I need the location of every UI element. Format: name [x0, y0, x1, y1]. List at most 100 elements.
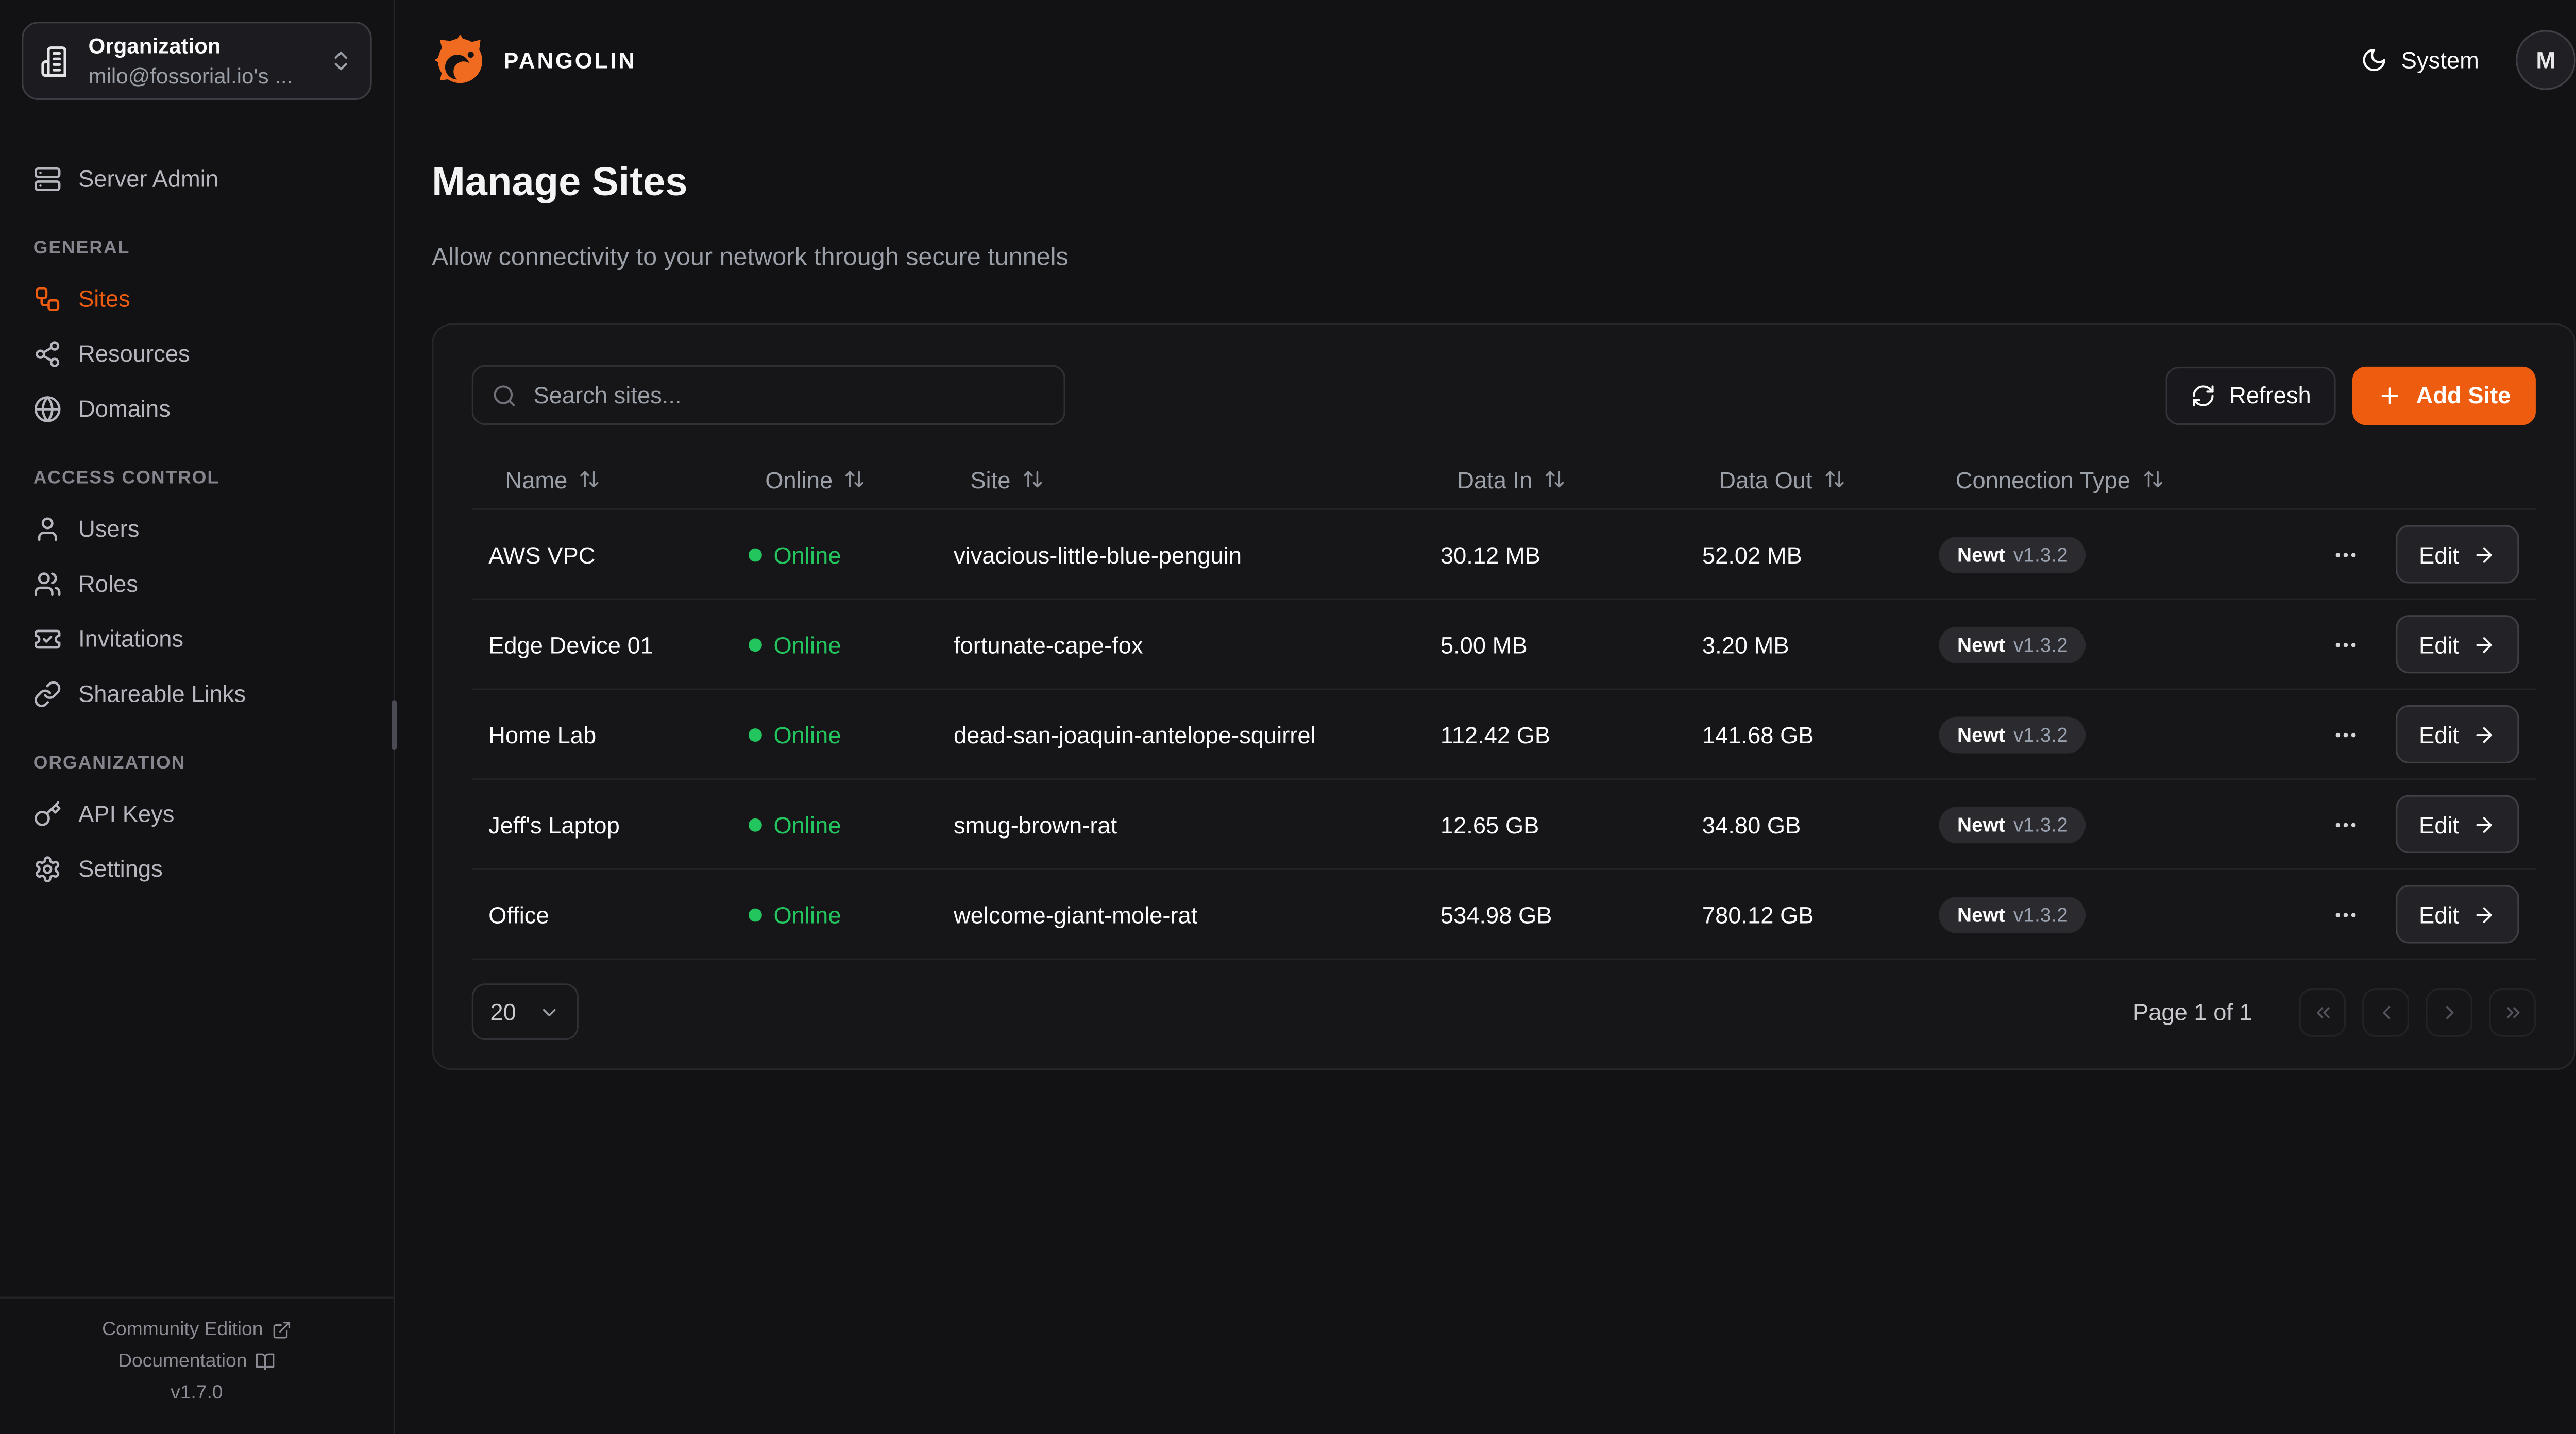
connection-type-cell: Newt v1.3.2 [1922, 896, 2202, 933]
community-edition-link[interactable]: Community Edition [13, 1319, 380, 1339]
sort-icon [846, 471, 865, 488]
row-menu-button[interactable] [2332, 721, 2359, 748]
online-label: Online [773, 541, 841, 568]
sidebar-item-domains[interactable]: Domains [20, 388, 374, 429]
sidebar-item-label: Users [78, 515, 140, 542]
row-menu-button[interactable] [2332, 631, 2359, 658]
add-site-label: Add Site [2416, 382, 2511, 409]
sidebar-resize-handle[interactable] [392, 700, 397, 750]
connection-type-cell: Newt v1.3.2 [1922, 806, 2202, 843]
sidebar-item-sites[interactable]: Sites [20, 278, 374, 318]
previous-page-button[interactable] [2362, 987, 2409, 1036]
share-icon [36, 340, 60, 367]
page-size-select[interactable]: 20 [471, 983, 579, 1040]
sidebar-item-settings[interactable]: Settings [20, 848, 374, 889]
search-input[interactable] [530, 380, 1045, 411]
table-header: Name Online Site Data In Data Out Connec… [471, 450, 2536, 510]
online-label: Online [773, 631, 841, 658]
edit-button[interactable]: Edit [2395, 705, 2519, 764]
online-label: Online [773, 811, 841, 838]
sidebar-item-users[interactable]: Users [20, 508, 374, 549]
sites-table-card: Refresh Add Site Name Online Site Data I… [432, 323, 2576, 1070]
sidebar-item-label: Resources [78, 340, 190, 367]
column-header-online[interactable]: Online [732, 466, 937, 492]
theme-selector-button[interactable]: System [2361, 47, 2479, 73]
online-dot [748, 548, 762, 561]
edit-button[interactable]: Edit [2395, 795, 2519, 854]
avatar-initial: M [2536, 46, 2556, 74]
arrow-right-icon [2476, 547, 2492, 562]
chevrons-left-icon [2316, 1006, 2329, 1018]
first-page-button[interactable] [2299, 987, 2346, 1036]
data-out-cell: 34.80 GB [1702, 811, 1801, 838]
chevrons-right-icon [2506, 1006, 2519, 1018]
column-header-data-in[interactable]: Data In [1424, 466, 1686, 492]
sidebar-footer: Community Edition Documentation v1.7.0 [0, 1295, 394, 1434]
row-menu-button[interactable] [2332, 811, 2359, 838]
last-page-button[interactable] [2489, 987, 2536, 1036]
row-actions-cell: Edit [2202, 615, 2536, 674]
row-menu-button[interactable] [2332, 541, 2359, 568]
site-slug-cell: dead-san-joaquin-antelope-squirrel [953, 721, 1316, 748]
online-status-cell: Online [732, 901, 937, 928]
sidebar-nav: Server Admin GENERAL Sites Resources Dom… [0, 122, 394, 1296]
community-edition-label: Community Edition [102, 1319, 263, 1340]
next-page-button[interactable] [2426, 987, 2472, 1036]
online-dot [748, 817, 762, 831]
sidebar-item-api-keys[interactable]: API Keys [20, 793, 374, 833]
page-title: Manage Sites [432, 160, 688, 206]
site-name-cell: Jeff's Laptop [488, 811, 620, 838]
edit-button[interactable]: Edit [2395, 615, 2519, 674]
row-menu-button[interactable] [2332, 901, 2359, 928]
site-name-cell: Home Lab [488, 721, 597, 748]
organization-selector[interactable]: Organization milo@fossorial.io's ... [22, 22, 372, 100]
sidebar-item-server-admin[interactable]: Server Admin [20, 158, 374, 198]
sidebar-item-roles[interactable]: Roles [20, 564, 374, 604]
sidebar-item-label: Settings [78, 855, 163, 882]
refresh-label: Refresh [2229, 382, 2311, 409]
data-in-cell: 5.00 MB [1440, 631, 1528, 658]
add-site-button[interactable]: Add Site [2352, 366, 2536, 424]
sidebar-item-label: API Keys [78, 800, 175, 827]
column-header-name[interactable]: Name [472, 466, 732, 492]
sidebar-item-label: Invitations [78, 625, 184, 652]
site-slug-cell: smug-brown-rat [953, 811, 1117, 838]
edit-button[interactable]: Edit [2395, 885, 2519, 944]
ellipsis-icon [2335, 912, 2356, 917]
user-avatar[interactable]: M [2516, 30, 2576, 90]
documentation-link[interactable]: Documentation [13, 1351, 380, 1371]
row-actions-cell: Edit [2202, 795, 2536, 854]
data-out-cell: 780.12 GB [1702, 901, 1814, 928]
arrow-right-icon [2476, 636, 2492, 653]
page-subtitle: Allow connectivity to your network throu… [432, 243, 1069, 272]
ticket-check-icon [35, 629, 61, 648]
online-status-cell: Online [732, 541, 937, 568]
ellipsis-icon [2335, 642, 2356, 647]
moon-icon [2363, 48, 2386, 72]
ellipsis-icon [2335, 732, 2356, 737]
section-label-access-control: ACCESS CONTROL [33, 468, 220, 489]
column-header-site[interactable]: Site [937, 466, 1424, 492]
site-slug-cell: fortunate-cape-fox [953, 631, 1143, 658]
column-header-data-out[interactable]: Data Out [1686, 466, 1923, 492]
sidebar-item-invitations[interactable]: Invitations [20, 619, 374, 659]
column-header-connection-type[interactable]: Connection Type [1922, 466, 2202, 492]
table-row: Jeff's Laptop Online smug-brown-rat 12.65 G… [471, 780, 2536, 870]
edit-button[interactable]: Edit [2395, 525, 2519, 584]
search-box [471, 365, 1065, 425]
table-body: AWS VPC Online vivacious-little-blue-pengu… [471, 510, 2536, 961]
sort-icon [1546, 471, 1564, 488]
sort-icon [1024, 471, 1042, 488]
online-status-cell: Online [732, 811, 937, 838]
row-actions-cell: Edit [2202, 705, 2536, 764]
sidebar-item-resources[interactable]: Resources [20, 333, 374, 373]
section-label-organization: ORGANIZATION [33, 753, 186, 774]
sidebar-item-label: Shareable Links [78, 680, 246, 707]
table-row: Home Lab Online dead-san-joaquin-antelope-… [471, 690, 2536, 780]
connection-type-cell: Newt v1.3.2 [1922, 626, 2202, 663]
sidebar-item-shareable-links[interactable]: Shareable Links [20, 673, 374, 713]
connection-type-cell: Newt v1.3.2 [1922, 716, 2202, 753]
refresh-button[interactable]: Refresh [2166, 366, 2336, 424]
book-open-icon [256, 1352, 275, 1370]
